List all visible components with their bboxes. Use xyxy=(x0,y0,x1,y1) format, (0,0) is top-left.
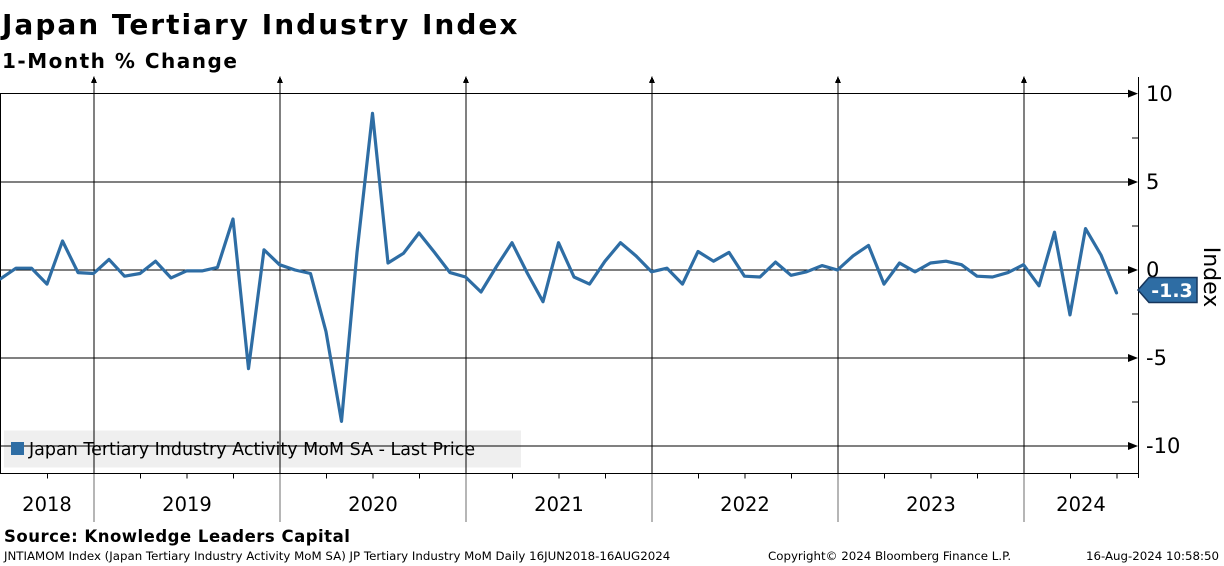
y-tick-label: 10 xyxy=(1146,82,1173,106)
legend-box xyxy=(4,430,521,468)
y-tick-labels: 10 5 0 -5 -10 xyxy=(1146,82,1180,458)
legend-swatch xyxy=(11,442,24,455)
last-price-badge: -1.3 xyxy=(1137,276,1198,304)
y-tick-label: 5 xyxy=(1146,170,1159,194)
y-tick-label: -5 xyxy=(1146,346,1167,370)
plot-frame xyxy=(0,77,1139,478)
y-gridline-arrowheads xyxy=(1128,89,1138,450)
year-gridlines xyxy=(91,76,1027,522)
y-minor-ticks xyxy=(1132,137,1138,403)
source-label: Source: Knowledge Leaders Capital xyxy=(4,527,350,546)
y-gridlines xyxy=(0,93,1129,447)
copyright-text: Copyright© 2024 Bloomberg Finance L.P. xyxy=(768,549,1011,563)
x-year-label: 2023 xyxy=(906,493,956,516)
x-year-label: 2022 xyxy=(720,493,770,516)
x-year-label: 2019 xyxy=(162,493,212,516)
timestamp-text: 16-Aug-2024 10:58:50 xyxy=(1086,549,1219,563)
y-axis-title: Index xyxy=(1198,247,1223,308)
legend-label: Japan Tertiary Industry Activity MoM SA … xyxy=(28,440,475,460)
x-year-label: 2021 xyxy=(534,493,584,516)
chart-subtitle: 1-Month % Change xyxy=(2,49,238,73)
x-quarter-ticks xyxy=(47,473,1118,479)
x-year-label: 2020 xyxy=(348,493,398,516)
terminal-text: JNTIAMOM Index (Japan Tertiary Industry … xyxy=(3,549,670,563)
y-tick-label: 0 xyxy=(1146,258,1159,282)
chart-title: Japan Tertiary Industry Index xyxy=(0,8,519,41)
x-year-labels: 2018 2019 2020 2021 2022 2023 2024 xyxy=(22,493,1106,516)
x-year-label: 2018 xyxy=(22,493,72,516)
x-year-label: 2024 xyxy=(1056,493,1106,516)
y-tick-label: -10 xyxy=(1146,434,1180,458)
last-price-badge-label: -1.3 xyxy=(1151,280,1193,302)
series-line xyxy=(0,111,1119,423)
